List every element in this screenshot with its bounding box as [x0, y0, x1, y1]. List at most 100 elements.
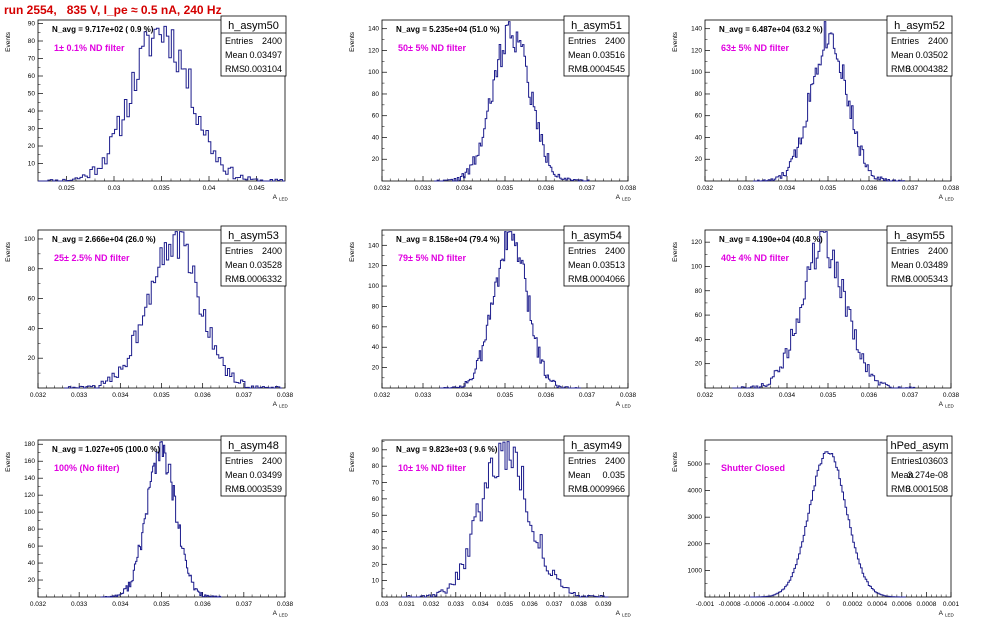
- x-tick-label: 0.032: [30, 392, 47, 399]
- filter-label: 1± 0.1% ND filter: [54, 43, 125, 53]
- stats-box: [886, 225, 953, 287]
- y-tick-label: 80: [372, 303, 380, 310]
- y-tick-label: 60: [372, 496, 380, 503]
- stats-histogram-name: h_asym51: [571, 20, 622, 32]
- histogram-panel-h_asym54: 0.032 0.033 0.034 0.035 0.036 0.037 0.038 20 40 6…: [349, 225, 637, 409]
- x-tick-label: 0.034: [779, 392, 796, 399]
- x-tick-label: 0.031: [398, 601, 415, 608]
- filter-label: 40± 4% ND filter: [721, 253, 789, 263]
- y-tick-label: 140: [691, 26, 702, 33]
- y-tick-label: 4000: [688, 488, 703, 495]
- stats-box: [563, 435, 630, 497]
- x-tick-label: 0.035: [497, 185, 514, 192]
- y-tick-label: 40: [372, 344, 380, 351]
- x-tick-label: 0.036: [538, 392, 555, 399]
- stats-mean-value: 0.03502: [915, 50, 948, 60]
- histogram-panel-h_asym49: 0.03 0.031 0.032 0.033 0.034 0.035 0.036 0.037 0…: [349, 435, 632, 618]
- histogram-panel-h_asym55: 0.032 0.033 0.034 0.035 0.036 0.037 0.038 20 40 6…: [672, 225, 960, 409]
- y-tick-label: 70: [28, 56, 36, 63]
- y-tick-label: 20: [28, 143, 36, 150]
- stats-entries-label: Entries: [568, 36, 597, 46]
- stats-entries-value: 103603: [918, 456, 948, 466]
- filter-label: 10± 1% ND filter: [398, 463, 466, 473]
- x-tick-label: 0.032: [423, 601, 440, 608]
- x-axis-label: A: [273, 401, 278, 408]
- stats-box: [220, 225, 287, 287]
- y-tick-label: 60: [372, 324, 380, 331]
- stats-box: [886, 15, 953, 77]
- stats-mean-value: 0.035: [602, 470, 625, 480]
- x-tick-label: 0.034: [112, 601, 129, 608]
- x-tick-label: 0.045: [248, 185, 265, 192]
- x-axis-label-subscript: LED: [622, 404, 632, 409]
- y-axis-label: Events: [672, 31, 679, 52]
- x-tick-label: 0.038: [277, 601, 294, 608]
- stats-mean-value: 0.03513: [592, 260, 625, 270]
- n-avg-label: N_avg = 6.487e+04 (63.2 %): [719, 25, 823, 34]
- stats-box: [563, 225, 630, 287]
- stats-entries-value: 2400: [605, 456, 625, 466]
- x-tick-label: 0.0006: [892, 601, 912, 608]
- stats-entries-value: 2400: [605, 246, 625, 256]
- stats-histogram-name: h_asym50: [228, 20, 279, 32]
- x-tick-label: 0.032: [697, 392, 714, 399]
- y-tick-label: 40: [28, 325, 36, 332]
- stats-mean-label: Mean: [568, 50, 591, 60]
- stats-entries-label: Entries: [568, 246, 597, 256]
- stats-rms-value: 0.0006332: [239, 274, 282, 284]
- histogram-series: [753, 21, 906, 182]
- x-tick-label: 0.036: [861, 392, 878, 399]
- y-tick-label: 100: [24, 509, 35, 516]
- x-tick-label: 0.034: [779, 185, 796, 192]
- stats-mean-value: 0.03489: [915, 260, 948, 270]
- stats-histogram-name: hPed_asym: [890, 440, 948, 452]
- x-tick-label: 0.03: [108, 185, 121, 192]
- y-tick-label: 40: [695, 134, 703, 141]
- histogram-series: [434, 21, 590, 182]
- x-tick-label: 0.0002: [843, 601, 863, 608]
- y-tick-label: 120: [691, 47, 702, 54]
- filter-label: 100% (No filter): [54, 463, 120, 473]
- x-axis-label-subscript: LED: [945, 613, 955, 618]
- stats-rms-value: 0.0004066: [582, 274, 625, 284]
- x-tick-label: 0.033: [71, 601, 88, 608]
- y-axis-label: Events: [672, 451, 679, 472]
- stats-entries-value: 2400: [928, 246, 948, 256]
- stats-mean-label: Mean: [225, 470, 248, 480]
- stats-entries-label: Entries: [225, 246, 254, 256]
- histogram-series: [750, 451, 906, 598]
- x-tick-label: 0.033: [415, 185, 432, 192]
- x-tick-label: 0.035: [497, 392, 514, 399]
- stats-mean-label: Mean: [891, 260, 914, 270]
- stats-box: [220, 435, 287, 497]
- x-axis-label-subscript: LED: [279, 613, 289, 618]
- filter-label: 25± 2.5% ND filter: [54, 253, 130, 263]
- x-tick-label: 0.038: [943, 392, 960, 399]
- x-tick-label: 0.04: [203, 185, 216, 192]
- histogram-series: [732, 231, 916, 389]
- x-tick-label: 0.034: [456, 185, 473, 192]
- stats-entries-label: Entries: [568, 456, 597, 466]
- x-tick-label: 0.036: [861, 185, 878, 192]
- y-tick-label: 40: [28, 108, 36, 115]
- x-tick-label: 0.032: [30, 601, 47, 608]
- y-tick-label: 80: [695, 288, 703, 295]
- x-tick-label: -0.0004: [768, 601, 790, 608]
- y-tick-label: 90: [28, 21, 36, 28]
- y-tick-label: 20: [28, 577, 36, 584]
- y-tick-label: 20: [372, 365, 380, 372]
- stats-entries-label: Entries: [891, 456, 920, 466]
- x-axis-label-subscript: LED: [622, 197, 632, 202]
- stats-rms-label: RMS: [568, 484, 588, 494]
- run-title: run 2554, 835 V, I_pe ≈ 0.5 nA, 240 Hz: [4, 3, 222, 17]
- x-tick-label: 0.033: [448, 601, 465, 608]
- filter-label: 63± 5% ND filter: [721, 43, 789, 53]
- stats-mean-value: 0.03528: [249, 260, 282, 270]
- x-tick-label: 0.035: [153, 601, 170, 608]
- y-tick-label: 60: [372, 113, 380, 120]
- x-axis-label: A: [616, 610, 621, 617]
- x-axis-label-subscript: LED: [279, 404, 289, 409]
- y-axis-label: Events: [349, 451, 356, 472]
- x-tick-label: 0.033: [415, 392, 432, 399]
- stats-entries-value: 2400: [262, 456, 282, 466]
